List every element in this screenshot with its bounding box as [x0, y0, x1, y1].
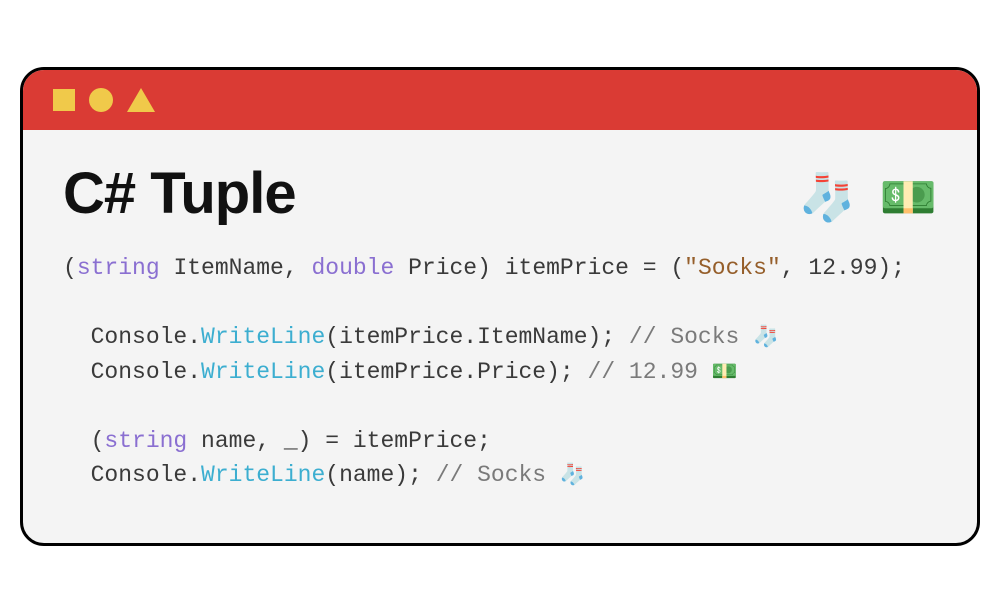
- keyword: double: [311, 255, 394, 281]
- comment: // 12.99: [588, 359, 712, 385]
- circle-icon: [89, 88, 113, 112]
- socks-icon: 🧦: [560, 465, 586, 488]
- code-line: (string ItemName, double Price) itemPric…: [63, 255, 905, 281]
- socks-icon: 🧦: [753, 327, 779, 350]
- triangle-icon: [127, 88, 155, 112]
- code-window: C# Tuple 🧦 💵 (string ItemName, double Pr…: [20, 67, 980, 546]
- blank-line: [63, 393, 77, 419]
- string-literal: "Socks": [684, 255, 781, 281]
- comment: // Socks: [436, 462, 560, 488]
- socks-icon: 🧦: [798, 170, 855, 225]
- money-icon: 💵: [712, 362, 738, 385]
- square-icon: [53, 89, 75, 111]
- page-title: C# Tuple: [63, 160, 296, 227]
- code-line: Console.WriteLine(itemPrice.Price); // 1…: [63, 359, 738, 385]
- content-area: C# Tuple 🧦 💵 (string ItemName, double Pr…: [23, 130, 977, 543]
- keyword: string: [77, 255, 160, 281]
- heading-row: C# Tuple 🧦 💵: [63, 160, 937, 227]
- money-icon: 💵: [880, 170, 937, 225]
- method: WriteLine: [201, 359, 325, 385]
- heading-decoration: 🧦 💵: [798, 170, 937, 225]
- titlebar: [23, 70, 977, 130]
- blank-line: [63, 290, 77, 316]
- code-block: (string ItemName, double Price) itemPric…: [63, 251, 937, 493]
- keyword: string: [104, 428, 187, 454]
- code-line: Console.WriteLine(itemPrice.ItemName); /…: [63, 324, 779, 350]
- method: WriteLine: [201, 462, 325, 488]
- comment: // Socks: [629, 324, 753, 350]
- method: WriteLine: [201, 324, 325, 350]
- code-line: (string name, _) = itemPrice;: [63, 428, 491, 454]
- code-line: Console.WriteLine(name); // Socks 🧦: [63, 462, 586, 488]
